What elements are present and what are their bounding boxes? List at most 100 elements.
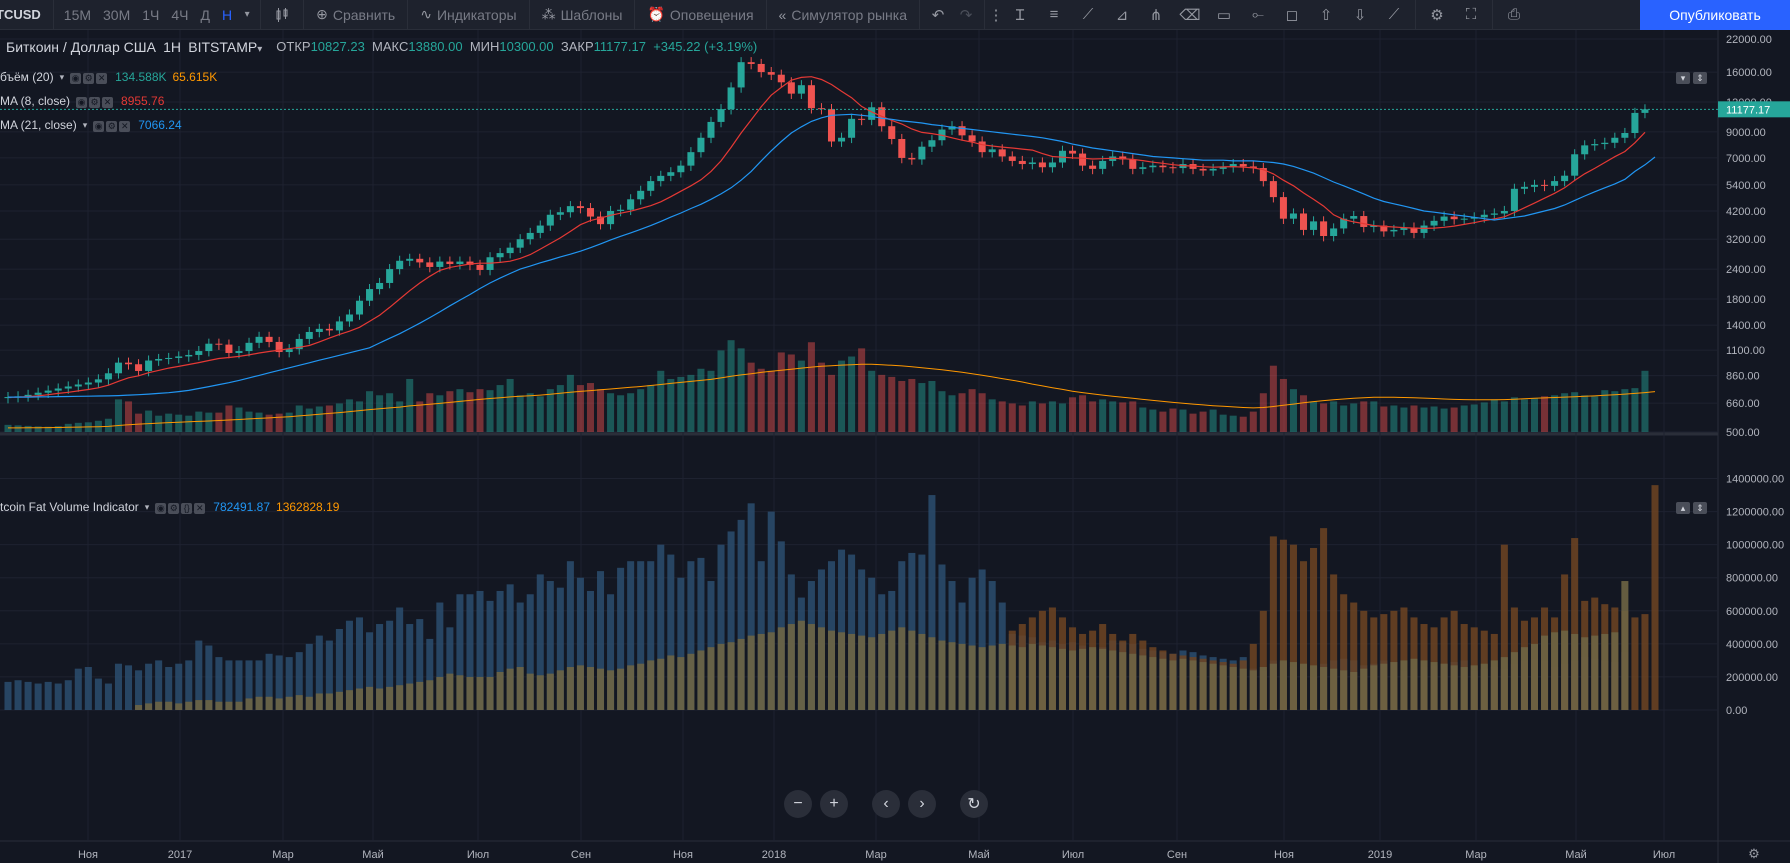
gear-icon[interactable]: ⚙ — [83, 73, 95, 84]
eye-icon[interactable]: ◉ — [155, 503, 167, 514]
arrow-up-icon[interactable]: ⇧ — [1319, 6, 1333, 24]
eye-icon[interactable]: ◉ — [76, 97, 88, 108]
volume-bar — [1239, 416, 1247, 432]
volume-bar — [396, 401, 404, 432]
close-icon[interactable]: ✕ — [194, 503, 206, 514]
gear-icon[interactable]: ⚙ — [1430, 6, 1444, 24]
interval-5[interactable]: Н — [221, 6, 233, 23]
candles-icon[interactable] — [265, 0, 299, 30]
fat-tan-bar — [687, 653, 695, 710]
chevron-down-icon[interactable]: ▾ — [257, 44, 263, 55]
alerts-button[interactable]: ⏰ Оповещения — [639, 0, 761, 30]
text-cursor-icon[interactable]: Ɪ — [1015, 6, 1025, 24]
fat-volume-legend[interactable]: tcoin Fat Volume Indicator ▾ ◉ ⚙{} ✕ 782491… — [0, 500, 339, 514]
eye-icon[interactable]: ◉ — [70, 73, 82, 84]
fat-tick-label: 800000.00 — [1726, 573, 1778, 585]
fat-blue-bar — [376, 624, 384, 710]
fullscreen-icon[interactable]: ⛶ — [1465, 6, 1477, 23]
volume-bar — [315, 406, 323, 432]
templates-button[interactable]: ⁂ Шаблоны — [534, 0, 631, 30]
candle-body — [265, 336, 273, 342]
volume-bar — [1320, 403, 1328, 432]
time-tick-label: Сен — [571, 849, 591, 861]
eraser-icon[interactable]: ⌫ — [1179, 6, 1201, 24]
symbol-search[interactable]: TCUSD — [0, 7, 41, 22]
compare-button[interactable]: ⊕ Сравнить — [308, 0, 403, 30]
fat-blue-bar — [145, 663, 153, 710]
toolbar-divider — [303, 0, 305, 30]
candle-body — [1420, 225, 1428, 233]
candle-body — [637, 190, 645, 200]
volume-bar — [1370, 401, 1378, 432]
close-icon[interactable]: ✕ — [102, 97, 114, 108]
gear-icon[interactable]: ⚙ — [168, 503, 180, 514]
close-icon[interactable]: ✕ — [96, 73, 108, 84]
fat-blue-bar — [597, 571, 605, 710]
volume-bar — [476, 389, 484, 432]
drag-handle-icon[interactable]: ⋮ — [988, 6, 1004, 24]
interval-3[interactable]: 4Ч — [171, 6, 189, 23]
candle-body — [416, 258, 424, 263]
chevron-down-icon[interactable]: ▾ — [144, 501, 150, 512]
camera-icon[interactable]: ⎙ — [1507, 6, 1520, 23]
gear-icon[interactable]: ⚙ — [89, 97, 101, 108]
gear-icon[interactable]: ⚙ — [106, 121, 118, 132]
close-icon[interactable]: ✕ — [119, 121, 131, 132]
collapse-pane-icon[interactable]: ▴ — [1676, 502, 1690, 514]
time-tick-label: Мар — [272, 849, 294, 861]
rectangle-icon[interactable]: ◻ — [1285, 6, 1299, 24]
price-tick-label: 1400.00 — [1726, 320, 1766, 332]
fib-fan-icon[interactable]: ⊿ — [1115, 6, 1129, 24]
fat-blue-bar — [747, 503, 755, 710]
volume-bar — [938, 391, 946, 432]
fat-tan-bar — [536, 675, 544, 710]
chevron-down-icon[interactable]: ▾ — [244, 9, 250, 20]
interval-4[interactable]: Д — [200, 6, 210, 23]
time-tick-label: Июл — [1062, 849, 1084, 861]
legend-controls[interactable]: ◉ ⚙ ✕ — [76, 94, 115, 108]
ma8-legend[interactable]: MA (8, close) ◉ ⚙ ✕ 8955.76 — [0, 94, 164, 108]
zoom-out-button[interactable]: − — [784, 790, 812, 818]
trend-line-icon[interactable]: ⟋ — [1082, 6, 1094, 23]
candle-body — [506, 247, 514, 254]
reset-chart-button[interactable]: ↻ — [960, 790, 988, 818]
fat-tan-bar — [1149, 657, 1157, 710]
price-tick-label: 1100.00 — [1726, 345, 1765, 357]
arrow-down-icon[interactable]: ⇩ — [1353, 6, 1367, 24]
eye-icon[interactable]: ◉ — [93, 121, 105, 132]
legend-controls[interactable]: ◉ ⚙ ✕ — [93, 118, 132, 132]
redo-icon[interactable]: ↷ — [959, 6, 973, 24]
collapse-pane-icon[interactable]: ▾ — [1676, 72, 1690, 84]
horizontal-lines-icon[interactable]: ≡ — [1049, 6, 1059, 23]
volume-bar — [607, 393, 615, 432]
legend-controls[interactable]: ◉ ⚙ ✕ — [70, 70, 109, 84]
indicators-button[interactable]: ∿ Индикаторы — [412, 0, 524, 30]
publish-button[interactable]: Опубликовать — [1640, 0, 1790, 30]
braces-icon[interactable]: {} — [181, 503, 193, 514]
brush-icon[interactable]: ⟋ — [1388, 6, 1400, 23]
replay-button[interactable]: «Симулятор рынка — [771, 0, 915, 30]
volume-bar — [516, 395, 524, 432]
fat-tan-bar — [436, 676, 444, 710]
interval-2[interactable]: 1Ч — [142, 6, 160, 23]
horizontal-ray-icon[interactable]: ⟜ — [1251, 6, 1264, 23]
interval-1[interactable]: 30М — [103, 6, 131, 23]
scroll-left-button[interactable]: ‹ — [872, 790, 900, 818]
scroll-right-button[interactable]: › — [908, 790, 936, 818]
maximize-pane-icon[interactable]: ⇕ — [1693, 72, 1707, 84]
ma21-legend[interactable]: MA (21, close) ▾ ◉ ⚙ ✕ 7066.24 — [0, 118, 182, 132]
chevron-down-icon[interactable]: ▾ — [59, 71, 65, 82]
undo-icon[interactable]: ↶ — [931, 6, 945, 24]
pitchfork-icon[interactable]: ⋔ — [1149, 6, 1163, 24]
zoom-in-button[interactable]: + — [820, 790, 848, 818]
maximize-pane-icon[interactable]: ⇕ — [1693, 502, 1707, 514]
fat-tan-bar — [1410, 658, 1418, 710]
time-tick-label: Ноя — [78, 849, 98, 861]
interval-0[interactable]: 15М — [63, 6, 92, 23]
callout-icon[interactable]: ▭ — [1216, 6, 1232, 24]
volume-legend[interactable]: бъём (20) ▾ ◉ ⚙ ✕ 134.588K 65.615K — [0, 70, 217, 84]
chevron-down-icon[interactable]: ▾ — [82, 119, 88, 130]
price-tick-label: 3200.00 — [1726, 234, 1766, 246]
price-chart[interactable]: 22000.0016000.0012000.009000.007000.0054… — [0, 30, 1790, 863]
legend-controls[interactable]: ◉ ⚙{} ✕ — [155, 500, 207, 514]
